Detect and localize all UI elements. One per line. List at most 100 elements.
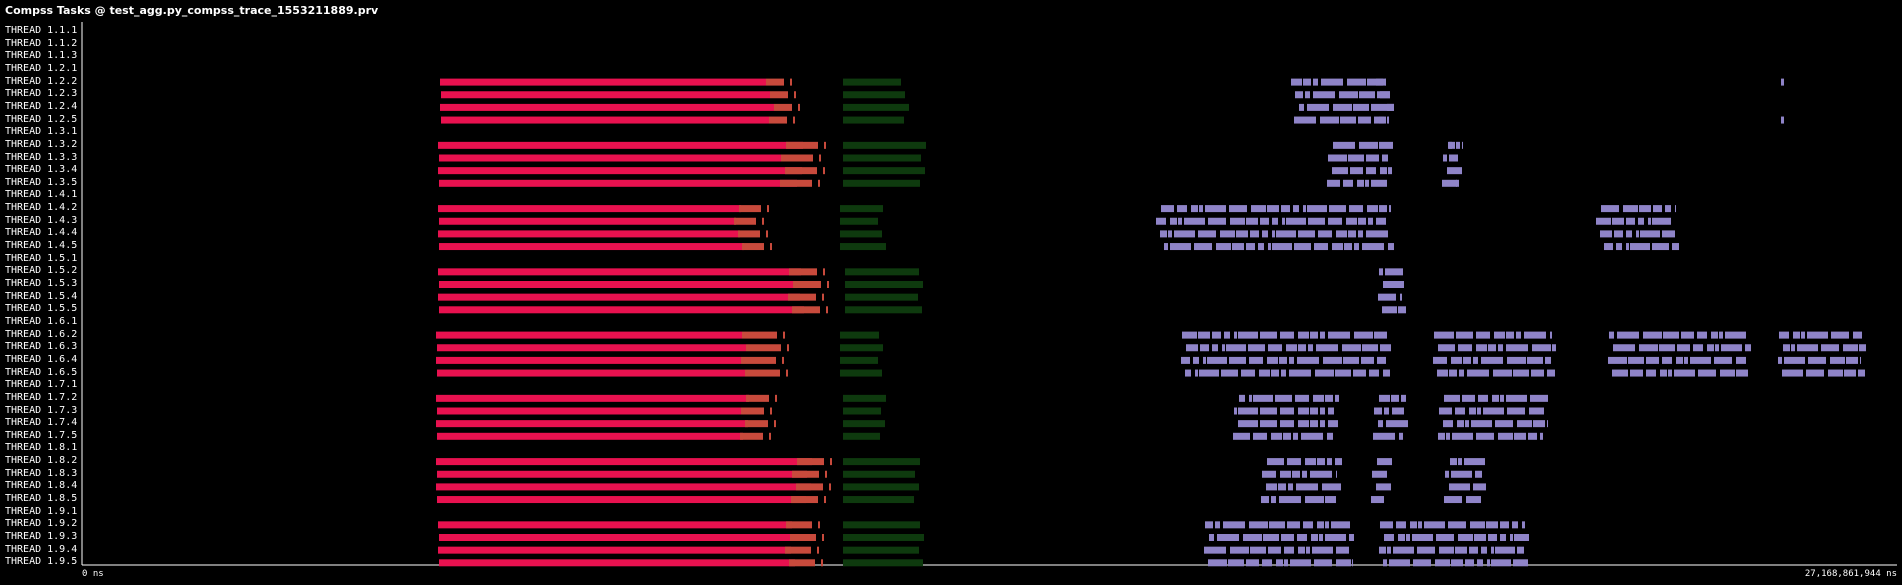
thread-label: THREAD 1.3.2 <box>5 138 78 150</box>
task-bar <box>1447 167 1462 175</box>
task-bar <box>1279 496 1301 504</box>
task-bar <box>1612 217 1624 225</box>
task-bar <box>1288 483 1293 491</box>
task-bar <box>1458 344 1472 352</box>
task-bar <box>1249 356 1263 364</box>
task-bar <box>1316 344 1338 352</box>
task-bar <box>1298 407 1309 415</box>
task-bar <box>1307 103 1329 111</box>
task-bar <box>1331 521 1350 529</box>
task-bar <box>1459 369 1464 377</box>
task-bar <box>1350 167 1363 175</box>
task-bar <box>1312 546 1333 554</box>
task-bar <box>1784 356 1805 364</box>
task-bar <box>1506 394 1527 402</box>
task-bar <box>741 356 776 364</box>
task-bar <box>1379 268 1383 276</box>
task-bar <box>1321 78 1343 86</box>
task-bar <box>1481 546 1487 554</box>
task-bar <box>1195 369 1198 377</box>
task-bar <box>843 116 904 124</box>
task-bar <box>1643 331 1662 339</box>
task-bar <box>1506 344 1528 352</box>
task-bar <box>843 407 881 415</box>
task-bar <box>1455 407 1465 415</box>
task-bar <box>1222 344 1225 352</box>
task-bar <box>823 167 825 175</box>
task-bar <box>1491 546 1494 554</box>
task-bar <box>1437 369 1448 377</box>
task-bar <box>1498 344 1503 352</box>
task-bar <box>1160 230 1167 238</box>
task-bar <box>1238 420 1258 428</box>
task-bar <box>1446 432 1450 440</box>
task-bar <box>1808 356 1826 364</box>
task-bar <box>840 356 878 364</box>
task-bar <box>1516 331 1521 339</box>
task-bar <box>1377 356 1386 364</box>
task-bar <box>840 205 883 213</box>
task-bar <box>843 179 920 187</box>
task-bar <box>1782 369 1803 377</box>
task-bar <box>1251 205 1266 213</box>
task-bar <box>436 458 812 466</box>
task-bar <box>439 281 805 288</box>
task-bar <box>1275 394 1292 402</box>
task-bar <box>1801 331 1805 339</box>
task-bar <box>1648 217 1651 225</box>
task-bar <box>741 407 764 415</box>
task-bar <box>1514 534 1529 541</box>
task-bar <box>1616 243 1622 251</box>
task-bar <box>1467 369 1489 377</box>
task-bar <box>1290 559 1311 567</box>
window-title: Compss Tasks @ test_agg.py_compss_trace_… <box>5 4 379 17</box>
task-bar <box>1313 91 1335 99</box>
thread-label: THREAD 1.5.4 <box>5 290 78 302</box>
task-bar <box>1234 407 1237 415</box>
task-bar <box>1660 369 1667 377</box>
task-bar <box>1465 559 1474 567</box>
task-bar <box>1435 559 1450 567</box>
task-bar <box>785 546 811 554</box>
task-bar <box>1476 331 1490 339</box>
thread-label: THREAD 1.3.1 <box>5 126 78 138</box>
task-bar <box>1199 205 1203 213</box>
task-bar <box>1638 217 1644 225</box>
axis-end-label: 27,168,861,944 ns <box>1804 569 1897 579</box>
task-bar <box>1532 344 1551 352</box>
task-bar <box>439 306 804 314</box>
task-bar <box>1529 407 1544 415</box>
task-bar <box>1781 116 1784 124</box>
task-bar <box>1488 534 1497 541</box>
task-bar <box>438 205 741 213</box>
task-bar <box>1205 205 1226 213</box>
task-bar <box>1672 243 1679 251</box>
task-bar <box>1302 470 1307 478</box>
task-bar <box>793 116 795 124</box>
task-bar <box>1443 154 1447 162</box>
task-bar <box>797 458 824 466</box>
task-bar <box>1320 407 1325 415</box>
task-bar <box>437 496 806 504</box>
task-bar <box>1445 470 1449 478</box>
task-bar <box>1230 217 1245 225</box>
task-bar <box>1379 394 1390 402</box>
task-bar <box>781 154 813 162</box>
task-bar <box>1674 369 1695 377</box>
task-bar <box>1292 470 1300 478</box>
task-bar <box>1204 546 1226 554</box>
task-bar <box>1781 78 1784 86</box>
task-bar <box>1238 331 1258 339</box>
task-bar <box>1325 521 1329 529</box>
task-bar <box>1228 559 1244 567</box>
task-bar <box>843 483 919 491</box>
task-bar <box>1335 394 1339 402</box>
task-bar <box>791 496 818 504</box>
task-bar <box>767 205 769 213</box>
task-bar <box>1392 407 1404 415</box>
task-bar <box>1530 394 1548 402</box>
task-bar <box>1376 78 1386 86</box>
task-bar <box>840 369 882 377</box>
task-bar <box>1280 420 1294 428</box>
